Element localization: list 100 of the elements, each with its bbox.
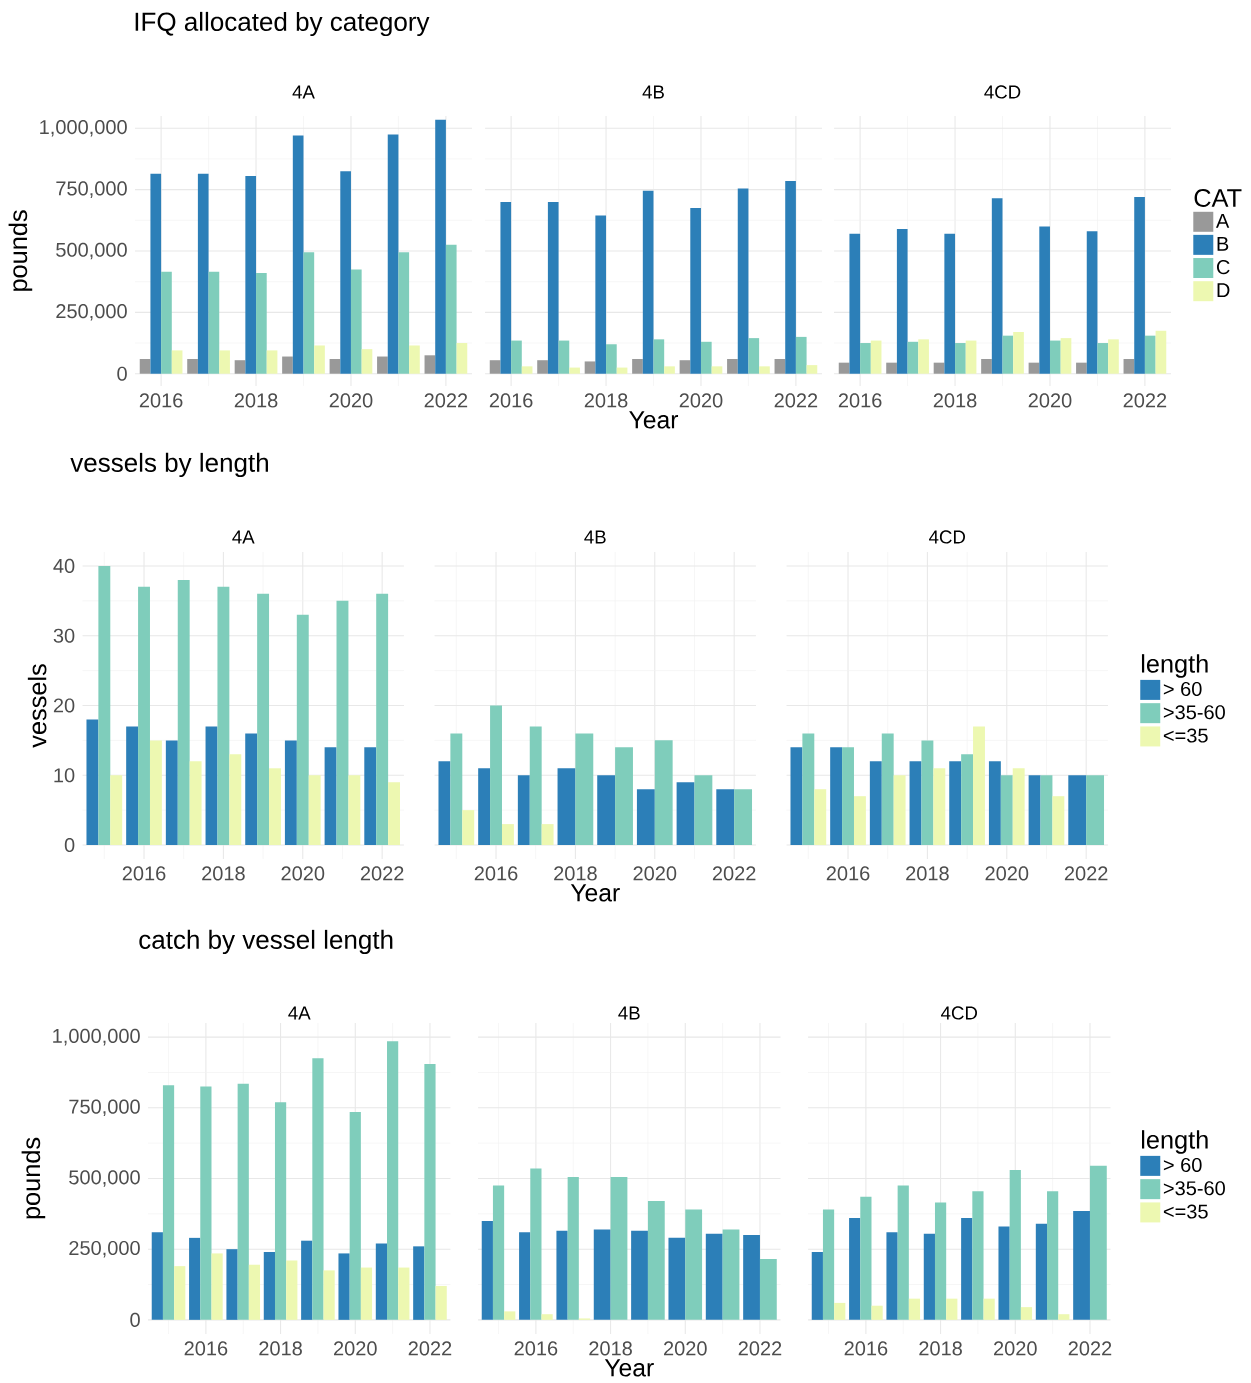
bar [257, 593, 270, 846]
y-tick-label: 750,000 [69, 1099, 140, 1117]
bar [541, 824, 554, 846]
bar [988, 761, 1001, 846]
bar [606, 344, 617, 374]
bar [504, 1311, 516, 1320]
y-axis-title: vessels [27, 664, 47, 748]
legend-label: B [1217, 236, 1229, 251]
bar [445, 244, 457, 374]
bar [388, 782, 401, 846]
bar [1060, 338, 1072, 374]
bar [918, 339, 929, 374]
bar [189, 1237, 201, 1320]
bar [814, 789, 827, 846]
bar [424, 355, 436, 374]
bar [1028, 362, 1040, 374]
legend-label: <=35 [1163, 728, 1208, 743]
y-axis-title: pounds [8, 210, 33, 291]
x-tick-label: 2020 [679, 393, 723, 408]
x-tick-label: 2020 [281, 866, 325, 881]
bar [694, 775, 713, 846]
bar [323, 1270, 335, 1320]
bar [886, 1232, 898, 1320]
bar [584, 361, 596, 374]
bar [489, 360, 501, 374]
bar [1047, 1191, 1059, 1320]
x-tick-label: 2020 [329, 393, 373, 408]
legend-label: > 60 [1163, 681, 1202, 697]
bar [593, 1229, 611, 1320]
bar [1076, 362, 1087, 374]
y-tick-label: 10 [54, 768, 75, 783]
bar [375, 1243, 388, 1320]
bar [329, 358, 341, 374]
chart-subtitle: 4A [292, 85, 315, 99]
x-tick-label: 2022 [738, 1341, 782, 1356]
x-tick-label: 2022 [1064, 866, 1108, 881]
bar [336, 600, 349, 846]
x-tick-label: 2022 [424, 393, 468, 408]
bar [521, 366, 533, 374]
legend-label: >35-60 [1163, 1181, 1225, 1196]
bar [511, 340, 522, 374]
bar [631, 1230, 648, 1320]
bar [690, 208, 701, 374]
bar [955, 343, 966, 374]
x-tick-label: 2016 [184, 1341, 228, 1356]
chart-subtitle: 4B [642, 85, 664, 99]
bar [853, 796, 866, 846]
bar [274, 1102, 287, 1320]
bar [759, 366, 770, 374]
bar [364, 747, 377, 846]
bar [138, 586, 150, 846]
bar [961, 754, 974, 846]
bar [282, 356, 293, 374]
x-tick-label: 2016 [838, 393, 882, 408]
bar [162, 1085, 175, 1320]
bar [946, 1298, 958, 1320]
bar [1000, 775, 1013, 846]
bar [286, 1260, 298, 1320]
bar [387, 1041, 399, 1320]
bar [312, 1058, 324, 1320]
bar [256, 273, 267, 374]
bar [1123, 358, 1135, 374]
bar [632, 358, 643, 374]
bar [849, 1218, 861, 1320]
bar [314, 345, 325, 374]
x-tick-label: 2016 [122, 866, 166, 881]
x-tick-label: 2016 [489, 393, 533, 408]
bar [149, 740, 162, 846]
bar [933, 768, 946, 846]
bar [842, 747, 854, 846]
bar [292, 135, 304, 374]
bar [774, 358, 786, 374]
bar [177, 579, 190, 846]
bar [245, 176, 257, 374]
legend-label: C [1216, 260, 1230, 275]
legend-label: A [1215, 213, 1230, 228]
bar [1013, 331, 1024, 374]
bar [1108, 339, 1119, 374]
x-tick-label: 2018 [933, 393, 977, 408]
x-axis-title: Year [604, 1359, 654, 1377]
bar [759, 1259, 777, 1320]
bar [377, 356, 388, 374]
bar [541, 1314, 553, 1320]
bar [785, 181, 796, 374]
bar [110, 775, 123, 846]
x-tick-label: 2018 [554, 866, 597, 881]
bar [1049, 340, 1061, 374]
bar [849, 233, 861, 374]
bar [965, 340, 977, 374]
y-tick-label: 750,000 [56, 181, 127, 198]
bar [886, 362, 897, 374]
bar [409, 345, 420, 374]
bar [1058, 1314, 1070, 1320]
bar [806, 365, 818, 374]
bar [219, 350, 230, 374]
bar [226, 1249, 238, 1320]
bar [811, 1252, 823, 1320]
y-tick-label: 500,000 [69, 1170, 140, 1187]
bar [413, 1246, 425, 1320]
x-tick-label: 2018 [202, 866, 245, 881]
